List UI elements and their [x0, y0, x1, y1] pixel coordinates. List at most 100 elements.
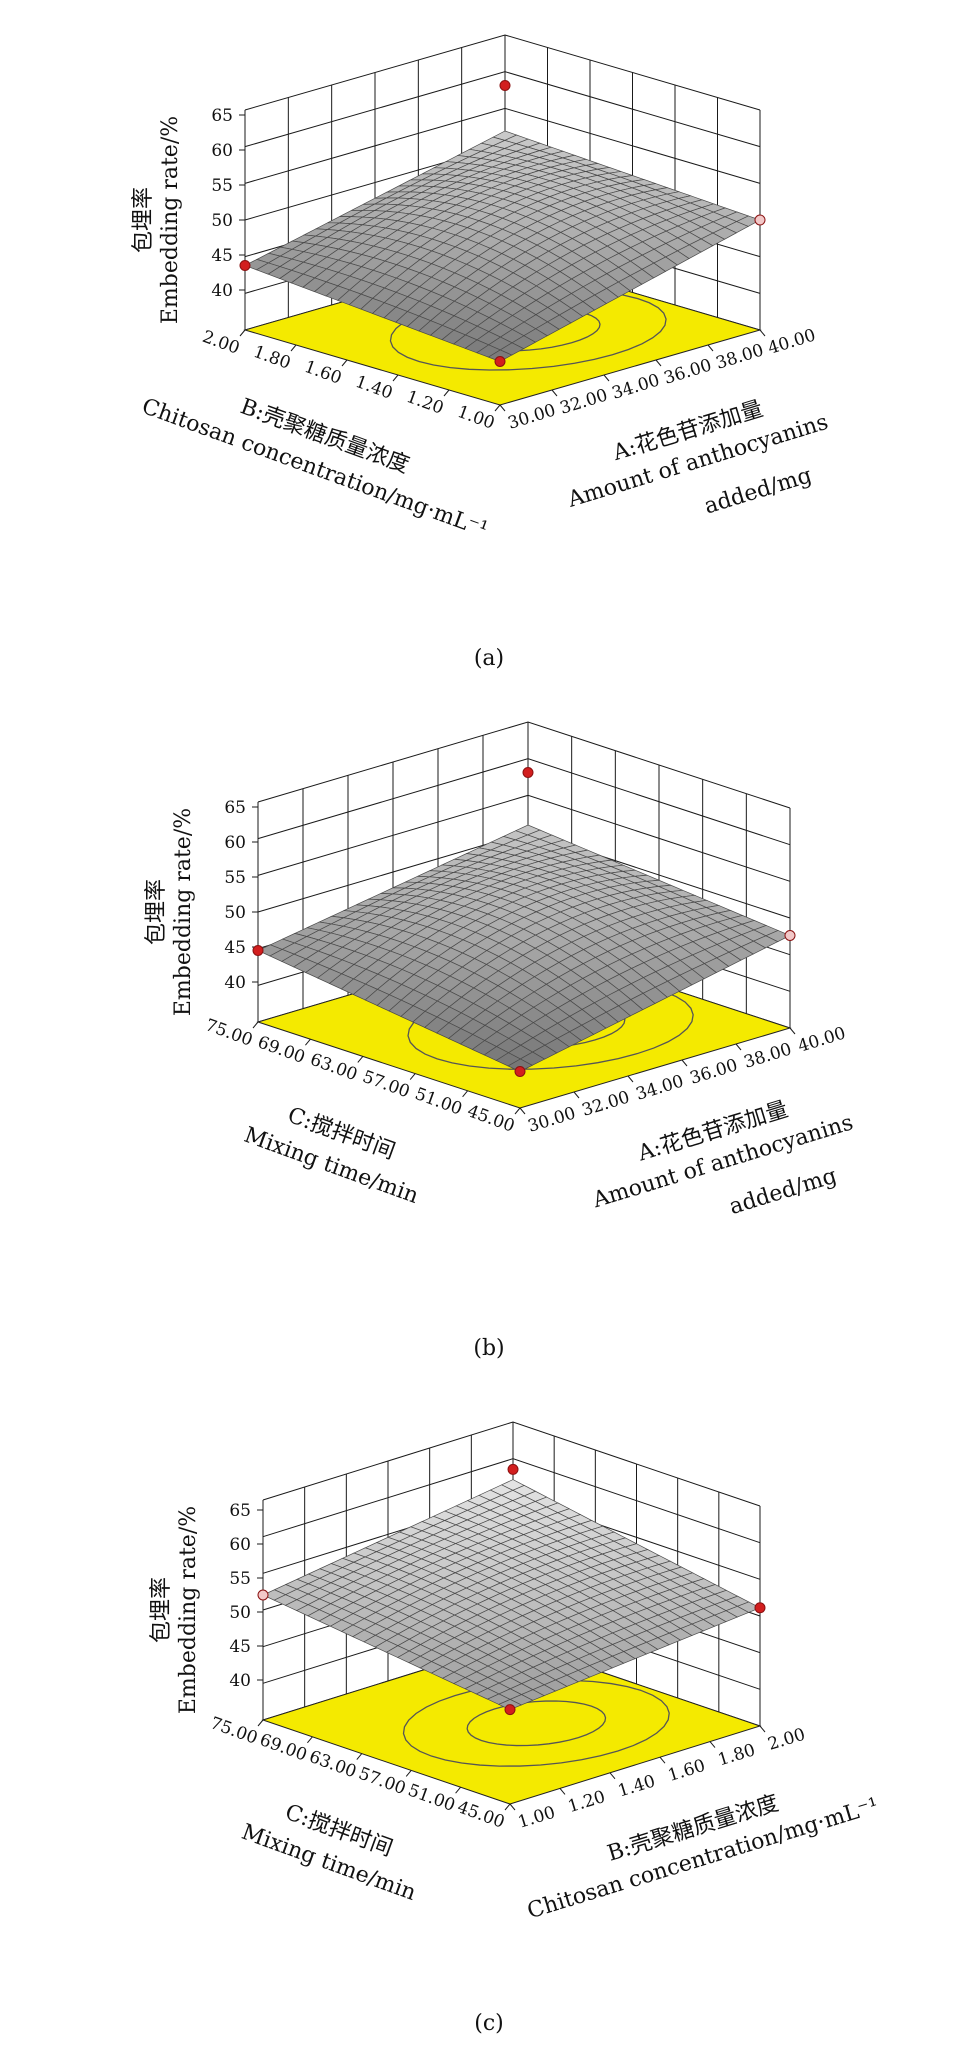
z-axis-title-cn: 包埋率: [149, 1577, 174, 1643]
y-tick-mark: [409, 1073, 416, 1080]
wall-grid-line: [257, 758, 791, 846]
x-tick-mark: [759, 329, 766, 337]
x-tick-label: 34.00: [634, 1071, 686, 1104]
y-tick-label: 75.00: [203, 1015, 256, 1050]
response-surface: [262, 1479, 761, 1710]
design-point-marker: [494, 356, 506, 367]
chart-panel-c: 40 45 50 55 60 65 包埋率 Embedding rate/% 1.00 1.20 1…: [0, 1380, 979, 2050]
x-tick-mark: [509, 1803, 516, 1811]
z-tick-label: 55: [224, 868, 246, 888]
z-tick-label: 40: [229, 1671, 251, 1691]
y-tick-mark: [239, 329, 246, 337]
z-tick-label: 50: [229, 1603, 251, 1623]
x-tick-mark: [709, 1741, 716, 1748]
y-tick-label: 63.00: [307, 1050, 360, 1085]
x-tick-mark: [551, 389, 558, 397]
wall-grid-line: [244, 71, 761, 148]
y-tick-mark: [257, 1719, 264, 1727]
surface-plot-b: 40 45 50 55 60 65 包埋率 Embedding rate/% 30.00 32.0…: [144, 721, 856, 1361]
y-tick-label: 1.00: [455, 402, 497, 434]
z-tick-label: 60: [211, 141, 233, 161]
x-tick-label: 32.00: [558, 385, 610, 418]
y-tick-mark: [504, 1803, 511, 1811]
x-tick-mark: [707, 344, 714, 352]
y-tick-mark: [392, 374, 399, 382]
x-tick-mark: [499, 404, 506, 412]
response-surface: [257, 824, 791, 1072]
figure-caption: (a): [474, 646, 504, 671]
y-tick-label: 57.00: [360, 1067, 413, 1102]
response-surface: [244, 130, 761, 362]
x-tick-label: 1.80: [716, 1740, 758, 1770]
y-tick-mark: [443, 389, 450, 397]
surface-plot-a: 40 45 50 55 60 65 包埋率 Embedding rate/% 30.00 32.0…: [131, 34, 831, 671]
y-tick-label: 63.00: [306, 1747, 359, 1782]
plot-group: 40 45 50 55 60 65 包埋率 Embedding rate/% 30.00 32.0…: [131, 34, 831, 671]
x-tick-mark: [655, 359, 662, 367]
z-tick-label: 65: [224, 798, 246, 818]
x-tick-label: 38.00: [742, 1039, 794, 1072]
x-tick-label: 30.00: [506, 400, 558, 433]
y-tick-mark: [494, 404, 501, 412]
z-tick-label: 60: [229, 1535, 251, 1555]
x-tick-mark: [659, 1756, 666, 1764]
z-tick-label: 45: [211, 246, 233, 266]
z-axis-title-en: Embedding rate/%: [171, 808, 196, 1016]
z-tick-label: 55: [211, 176, 233, 196]
z-axis-title-cn: 包埋率: [131, 187, 156, 253]
x-tick-mark: [603, 374, 610, 382]
figure-caption: (b): [473, 1336, 504, 1361]
design-point-marker: [514, 1066, 526, 1077]
x-axis-title: added/mg: [726, 1164, 839, 1220]
x-tick-mark: [789, 1027, 796, 1035]
y-tick-mark: [252, 1021, 259, 1029]
design-point-marker: [239, 260, 251, 271]
x-tick-label: 40.00: [796, 1023, 848, 1056]
x-tick-mark: [573, 1091, 580, 1099]
x-tick-label: 36.00: [688, 1055, 740, 1088]
design-point-marker: [754, 214, 766, 226]
y-tick-label: 1.40: [353, 372, 395, 404]
surface-plot-c: 40 45 50 55 60 65 包埋率 Embedding rate/% 1.00 1.20 1…: [149, 1421, 882, 2036]
y-tick-mark: [514, 1107, 521, 1115]
y-tick-mark: [341, 359, 348, 367]
design-point-marker: [507, 1463, 519, 1475]
y-tick-label: 69.00: [255, 1032, 308, 1067]
z-tick-label: 60: [224, 833, 246, 853]
design-point-marker: [499, 80, 511, 91]
y-tick-label: 1.60: [302, 357, 344, 389]
x-tick-label: 32.00: [580, 1087, 632, 1120]
y-tick-label: 51.00: [405, 1780, 458, 1815]
plot-group: 40 45 50 55 60 65 包埋率 Embedding rate/% 1.00 1.20 1…: [149, 1421, 882, 2036]
wall-grid-line: [262, 1458, 761, 1544]
y-tick-mark: [290, 344, 297, 352]
x-axis-title: added/mg: [701, 463, 814, 519]
z-axis-title-cn: 包埋率: [144, 879, 169, 945]
wall-grid-line: [257, 721, 791, 809]
z-tick-label: 65: [211, 106, 233, 126]
x-tick-mark: [759, 1725, 766, 1733]
y-tick-mark: [455, 1786, 461, 1794]
x-tick-mark: [609, 1772, 616, 1780]
x-tick-label: 36.00: [662, 355, 714, 388]
x-tick-label: 1.40: [616, 1771, 658, 1801]
y-tick-label: 1.80: [251, 342, 293, 374]
z-tick-label: 40: [211, 281, 233, 301]
plot-group: 40 45 50 55 60 65 包埋率 Embedding rate/% 30.00 32.0…: [144, 721, 856, 1361]
x-tick-label: 30.00: [526, 1103, 578, 1136]
chart-panel-b: 40 45 50 55 60 65 包埋率 Embedding rate/% 30.00 32.0…: [0, 690, 979, 1380]
design-point-marker: [754, 1602, 766, 1614]
chart-panel-a: 40 45 50 55 60 65 包埋率 Embedding rate/% 30.00 32.0…: [0, 0, 979, 690]
surface-cell: [507, 1058, 534, 1072]
y-tick-label: 45.00: [455, 1797, 508, 1832]
z-tick-label: 50: [211, 211, 233, 231]
y-tick-mark: [462, 1090, 468, 1098]
wall-grid-line: [244, 107, 761, 184]
design-point-marker: [522, 767, 534, 778]
design-point-marker: [252, 945, 264, 956]
y-tick-label: 2.00: [200, 327, 242, 359]
surface-cell: [487, 349, 513, 362]
z-tick-label: 65: [229, 1501, 251, 1521]
x-tick-label: 2.00: [766, 1725, 808, 1755]
y-tick-label: 75.00: [208, 1713, 261, 1748]
